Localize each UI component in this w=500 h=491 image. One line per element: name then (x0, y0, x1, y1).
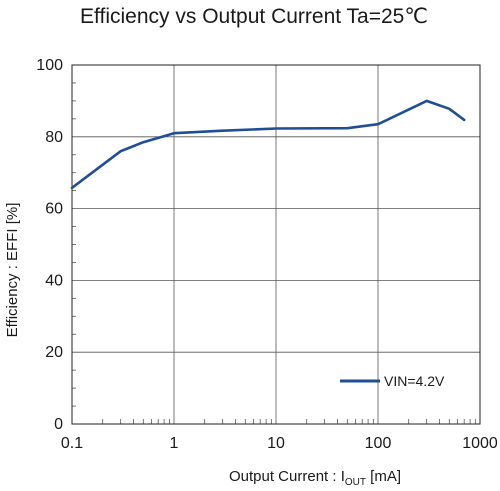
y-tick-label: 0 (54, 416, 63, 433)
x-tick-label: 1000 (462, 435, 498, 452)
series-line (70, 99, 466, 190)
y-tick-labels: 0 20 40 60 80 100 (36, 57, 63, 433)
legend: VIN=4.2V (340, 373, 445, 389)
x-tick-label: 0.1 (61, 435, 83, 452)
y-tick-label: 60 (45, 201, 63, 218)
x-axis-label-subscript: OUT (345, 477, 366, 488)
x-axis-label: Output Current : IOUT [mA] (229, 468, 401, 488)
chart-title: Efficiency vs Output Current Ta=25℃ (80, 5, 428, 28)
x-axis-label-unit: [mA] (366, 468, 401, 485)
plot-area-frame (71, 64, 481, 425)
y-tick-label: 80 (45, 129, 63, 146)
y-tick-label: 100 (36, 57, 63, 74)
minor-tick-marks (72, 82, 476, 424)
grid-lines (72, 65, 480, 424)
legend-label: VIN=4.2V (384, 373, 445, 389)
y-tick-label: 20 (45, 344, 63, 361)
x-tick-label: 100 (365, 435, 392, 452)
x-tick-labels: 0.1 1 10 100 1000 (61, 435, 498, 452)
x-axis-label-main: Output Current : I (229, 468, 345, 485)
series-layer (70, 99, 466, 190)
x-tick-label: 1 (170, 435, 179, 452)
x-tick-label: 10 (267, 435, 285, 452)
y-tick-label: 40 (45, 272, 63, 289)
y-axis-label: Efficiency : EFFI [%] (4, 203, 21, 338)
